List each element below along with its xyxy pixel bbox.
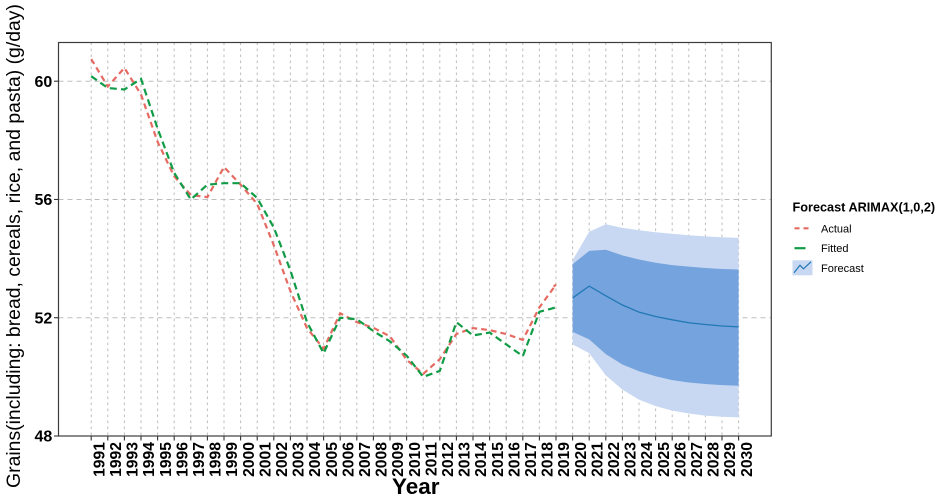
svg-text:2002: 2002 [274,442,291,477]
svg-text:2014: 2014 [473,442,490,477]
svg-text:2018: 2018 [540,442,557,477]
svg-text:2009: 2009 [390,442,407,477]
svg-text:2020: 2020 [573,442,590,477]
svg-text:2027: 2027 [689,442,706,477]
svg-text:2030: 2030 [739,442,756,477]
svg-text:1998: 1998 [208,442,225,477]
svg-text:2001: 2001 [257,442,274,477]
svg-text:Fitted: Fitted [821,243,849,255]
svg-text:1993: 1993 [125,442,142,477]
svg-text:2015: 2015 [490,442,507,477]
svg-text:2007: 2007 [357,442,374,477]
svg-text:2008: 2008 [374,442,391,477]
svg-text:2006: 2006 [340,442,357,477]
svg-text:1996: 1996 [174,442,191,477]
svg-text:2010: 2010 [407,442,424,477]
svg-text:1994: 1994 [141,442,158,477]
svg-text:2013: 2013 [457,442,474,477]
svg-text:2029: 2029 [722,442,739,477]
svg-text:2026: 2026 [672,442,689,477]
svg-text:52: 52 [35,310,53,327]
svg-text:2000: 2000 [241,442,258,477]
svg-text:2011: 2011 [423,442,440,476]
svg-text:2012: 2012 [440,442,457,477]
svg-text:Grains(including: bread, cerea: Grains(including: bread, cereals, rice, … [3,4,25,488]
svg-text:1991: 1991 [91,442,108,477]
svg-text:2021: 2021 [589,442,606,477]
svg-text:1997: 1997 [191,442,208,477]
svg-text:2016: 2016 [506,442,523,477]
svg-text:2019: 2019 [556,442,573,477]
svg-text:2004: 2004 [307,442,324,477]
svg-text:56: 56 [35,192,53,209]
svg-text:Forecast ARIMAX(1,0,2): Forecast ARIMAX(1,0,2) [793,201,936,215]
svg-text:2025: 2025 [656,442,673,477]
svg-text:2028: 2028 [706,442,723,477]
svg-text:1999: 1999 [224,442,241,477]
svg-text:1992: 1992 [108,442,125,477]
svg-text:Year: Year [392,474,440,496]
svg-text:2022: 2022 [606,442,623,477]
svg-text:60: 60 [35,74,53,91]
svg-text:1995: 1995 [158,442,175,477]
svg-text:2003: 2003 [291,442,308,477]
svg-text:2017: 2017 [523,442,540,477]
svg-text:Forecast: Forecast [821,263,864,275]
svg-text:2023: 2023 [623,442,640,477]
svg-text:Actual: Actual [821,224,852,236]
svg-text:2024: 2024 [639,442,656,477]
svg-text:2005: 2005 [324,442,341,477]
svg-text:48: 48 [35,429,53,446]
